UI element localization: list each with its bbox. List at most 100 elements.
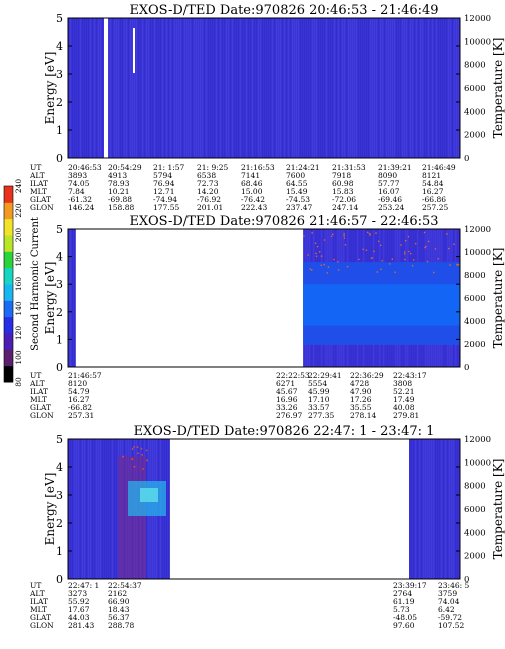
noise-stripe: [168, 439, 169, 579]
noise-stripe: [92, 439, 93, 579]
noise-stripe: [302, 18, 303, 158]
noise-stripe: [390, 18, 391, 158]
colorbar-tick-label: 220: [14, 203, 23, 218]
noise-stripe: [114, 18, 115, 158]
speckle: [391, 258, 394, 260]
ephemeris-value: 23:46: 5: [438, 581, 470, 590]
noise-stripe: [444, 18, 445, 158]
noise-stripe: [320, 18, 321, 158]
noise-stripe: [228, 18, 229, 158]
noise-stripe: [134, 18, 135, 158]
ephemeris-value: 45.67: [276, 387, 298, 396]
ephemeris-value: 20:54:29: [108, 163, 142, 172]
speckle: [389, 263, 391, 265]
ephemeris-value: 222.43: [241, 203, 267, 212]
colorbar-swatch: [4, 202, 13, 220]
ephemeris-value: 4913: [108, 171, 127, 180]
noise-stripe: [178, 18, 179, 158]
noise-stripe: [432, 18, 433, 158]
ephemeris-value: 21: 9:25: [197, 163, 229, 172]
speckle: [394, 271, 396, 273]
ephemeris-value: -59.72: [438, 613, 462, 622]
noise-stripe: [212, 18, 213, 158]
ephemeris-value: 107.52: [438, 621, 464, 630]
noise-stripe: [338, 18, 339, 158]
noise-stripe: [368, 18, 369, 158]
noise-stripe: [340, 18, 341, 158]
noise-stripe: [370, 18, 371, 158]
noise-stripe: [108, 18, 109, 158]
noise-stripe: [110, 18, 111, 158]
noise-stripe: [384, 18, 385, 158]
noise-stripe: [418, 18, 419, 158]
noise-stripe: [78, 439, 79, 579]
noise-stripe: [358, 18, 359, 158]
speckle: [403, 253, 406, 255]
ephemeris-value: 6.42: [438, 605, 455, 614]
noise-stripe: [246, 18, 247, 158]
ephemeris-value: 3893: [68, 171, 87, 180]
speckle: [375, 232, 377, 234]
speckle: [449, 264, 451, 266]
noise-stripe: [427, 439, 429, 579]
speckle: [456, 263, 458, 266]
ephemeris-value: 253.24: [378, 203, 404, 212]
speckle: [408, 250, 410, 253]
speckle: [140, 447, 143, 450]
y-tick-label: 2: [56, 517, 63, 530]
plot-frame: [67, 438, 461, 580]
row-label: ALT: [29, 589, 45, 598]
colorbar-tick-label: 100: [14, 350, 23, 365]
ephemeris-value: 22:43:17: [393, 371, 427, 380]
colorbar-swatch: [4, 218, 13, 236]
noise-stripe: [411, 439, 413, 579]
row-label: GLON: [30, 411, 54, 420]
row-label: ALT: [29, 171, 45, 180]
noise-stripe: [310, 18, 311, 158]
ephemeris-value: 66.90: [108, 597, 130, 606]
noise-stripe: [238, 18, 239, 158]
noise-stripe: [298, 18, 299, 158]
speckle: [453, 243, 455, 246]
noise-stripe: [300, 18, 301, 158]
row-label: ILAT: [30, 597, 48, 606]
speckle: [333, 258, 335, 261]
noise-stripe: [114, 439, 115, 579]
noise-stripe: [396, 18, 397, 158]
noise-stripe: [272, 18, 273, 158]
noise-stripe: [208, 18, 209, 158]
plot-frame: [67, 17, 461, 159]
panel-title: EXOS-D/TED Date:970826 20:46:53 - 21:46:…: [129, 3, 438, 18]
speckle: [412, 259, 415, 261]
noise-stripe: [428, 18, 429, 158]
colorbar-tick-label: 180: [14, 252, 23, 267]
y2-tick-label: 4000: [464, 317, 486, 327]
ephemeris-value: 257.31: [68, 411, 94, 420]
noise-stripe: [402, 18, 403, 158]
speckle: [327, 266, 330, 268]
ephemeris-value: 5794: [153, 171, 172, 180]
ephemeris-value: 20:46:53: [68, 163, 102, 172]
noise-stripe: [78, 18, 79, 158]
noise-stripe: [88, 439, 89, 579]
speckle: [424, 246, 426, 249]
ephemeris-value: 3759: [438, 589, 457, 598]
speckle: [434, 248, 437, 250]
speckle: [122, 455, 125, 458]
y2-tick-label: 10000: [464, 248, 491, 258]
noise-stripe: [312, 18, 313, 158]
white-spike: [133, 28, 135, 73]
noise-stripe: [445, 439, 447, 579]
ephemeris-value: -69.88: [108, 195, 132, 204]
noise-stripe: [234, 18, 235, 158]
noise-stripe: [449, 439, 451, 579]
noise-stripe: [140, 18, 141, 158]
noise-stripe: [96, 439, 97, 579]
speckle: [320, 264, 323, 267]
noise-stripe: [382, 18, 383, 158]
noise-stripe: [284, 18, 285, 158]
ephemeris-value: 15.00: [241, 187, 263, 196]
noise-stripe: [80, 18, 81, 158]
speckle: [423, 231, 426, 234]
